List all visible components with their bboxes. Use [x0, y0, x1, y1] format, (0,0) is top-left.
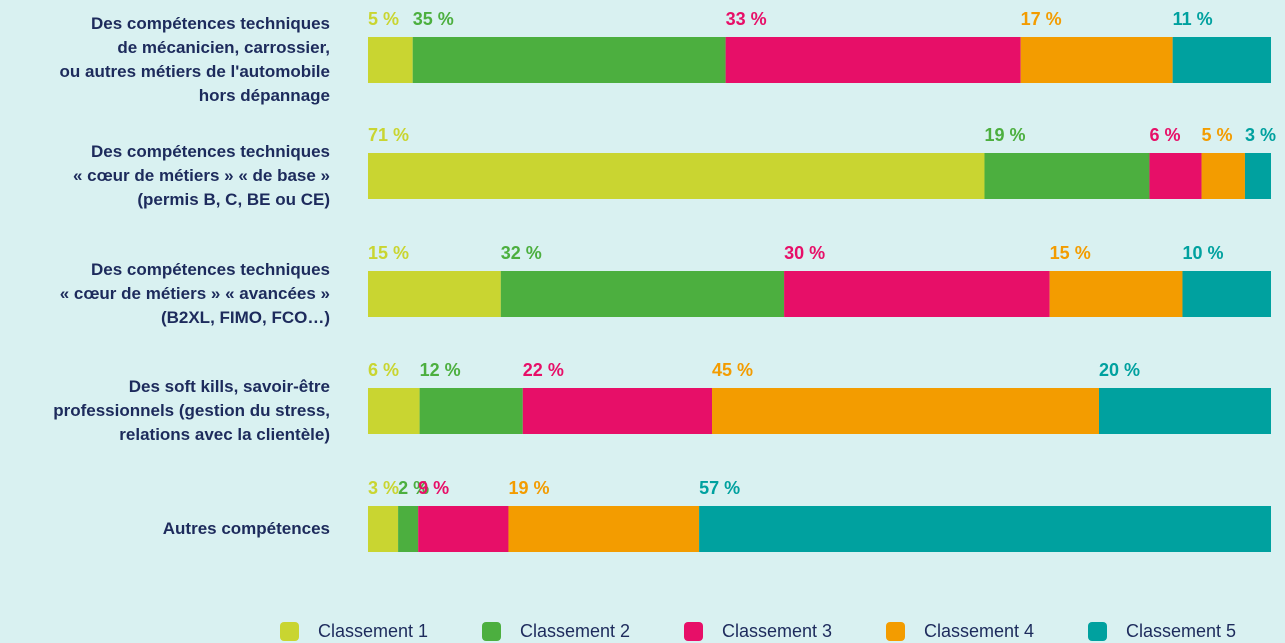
- value-label: 6 %: [1149, 125, 1180, 145]
- value-label: 15 %: [1050, 243, 1091, 263]
- legend-swatch: [1088, 622, 1107, 641]
- value-label: 45 %: [712, 360, 753, 380]
- bar-segment: [368, 37, 413, 83]
- bar-segment: [1149, 153, 1202, 199]
- bar-segment: [984, 153, 1150, 199]
- value-label: 2 %: [398, 478, 429, 498]
- category-label: Des compétences techniques « cœur de mét…: [72, 142, 330, 209]
- bar-segment: [712, 388, 1099, 434]
- legend-label: Classement 1: [318, 621, 428, 641]
- bar-segment: [1244, 153, 1271, 199]
- value-label: 6 %: [368, 360, 399, 380]
- bar-segment: [522, 388, 712, 434]
- bar-segment: [412, 37, 726, 83]
- legend-swatch: [280, 622, 299, 641]
- bar-segment: [368, 506, 399, 552]
- value-label: 19 %: [508, 478, 549, 498]
- bar-segment: [1182, 271, 1271, 317]
- value-label: 5 %: [1202, 125, 1233, 145]
- value-label: 12 %: [420, 360, 461, 380]
- legend-label: Classement 4: [924, 621, 1034, 641]
- category-label: Des soft kills, savoir-être professionne…: [53, 377, 330, 444]
- legend-swatch: [684, 622, 703, 641]
- value-label: 35 %: [413, 9, 454, 29]
- value-label: 3 %: [1245, 125, 1276, 145]
- bar-segment: [368, 271, 501, 317]
- value-label: 19 %: [984, 125, 1025, 145]
- bar-segment: [419, 388, 523, 434]
- bar-segment: [725, 37, 1021, 83]
- value-label: 30 %: [784, 243, 825, 263]
- value-label: 11 %: [1173, 9, 1213, 29]
- bar-segment: [1020, 37, 1173, 83]
- category-label: Des compétences techniques « cœur de mét…: [59, 260, 330, 327]
- bar-segment: [1099, 388, 1271, 434]
- legend-swatch: [886, 622, 905, 641]
- bar-segment: [699, 506, 1271, 552]
- value-label: 22 %: [523, 360, 564, 380]
- value-label: 3 %: [368, 478, 399, 498]
- value-label: 71 %: [368, 125, 409, 145]
- bar-segment: [508, 506, 700, 552]
- value-label: 32 %: [501, 243, 542, 263]
- category-label: Des compétences techniques de mécanicien…: [59, 14, 330, 105]
- bar-segment: [418, 506, 509, 552]
- value-label: 9 %: [418, 478, 449, 498]
- value-label: 15 %: [368, 243, 409, 263]
- bar-segment: [784, 271, 1050, 317]
- value-label: 17 %: [1021, 9, 1062, 29]
- legend-label: Classement 3: [722, 621, 832, 641]
- legend-label: Classement 2: [520, 621, 630, 641]
- legend-swatch: [482, 622, 501, 641]
- value-label: 5 %: [368, 9, 399, 29]
- category-label: Autres compétences: [162, 519, 330, 538]
- value-label: 57 %: [699, 478, 740, 498]
- value-label: 10 %: [1182, 243, 1223, 263]
- value-label: 20 %: [1099, 360, 1140, 380]
- bar-segment: [368, 153, 985, 199]
- bar-segment: [500, 271, 785, 317]
- bar-segment: [1172, 37, 1271, 83]
- bar-segment: [1049, 271, 1183, 317]
- bar-segment: [398, 506, 419, 552]
- value-label: 33 %: [726, 9, 767, 29]
- bar-segment: [368, 388, 420, 434]
- bar-segment: [1201, 153, 1245, 199]
- legend-label: Classement 5: [1126, 621, 1236, 641]
